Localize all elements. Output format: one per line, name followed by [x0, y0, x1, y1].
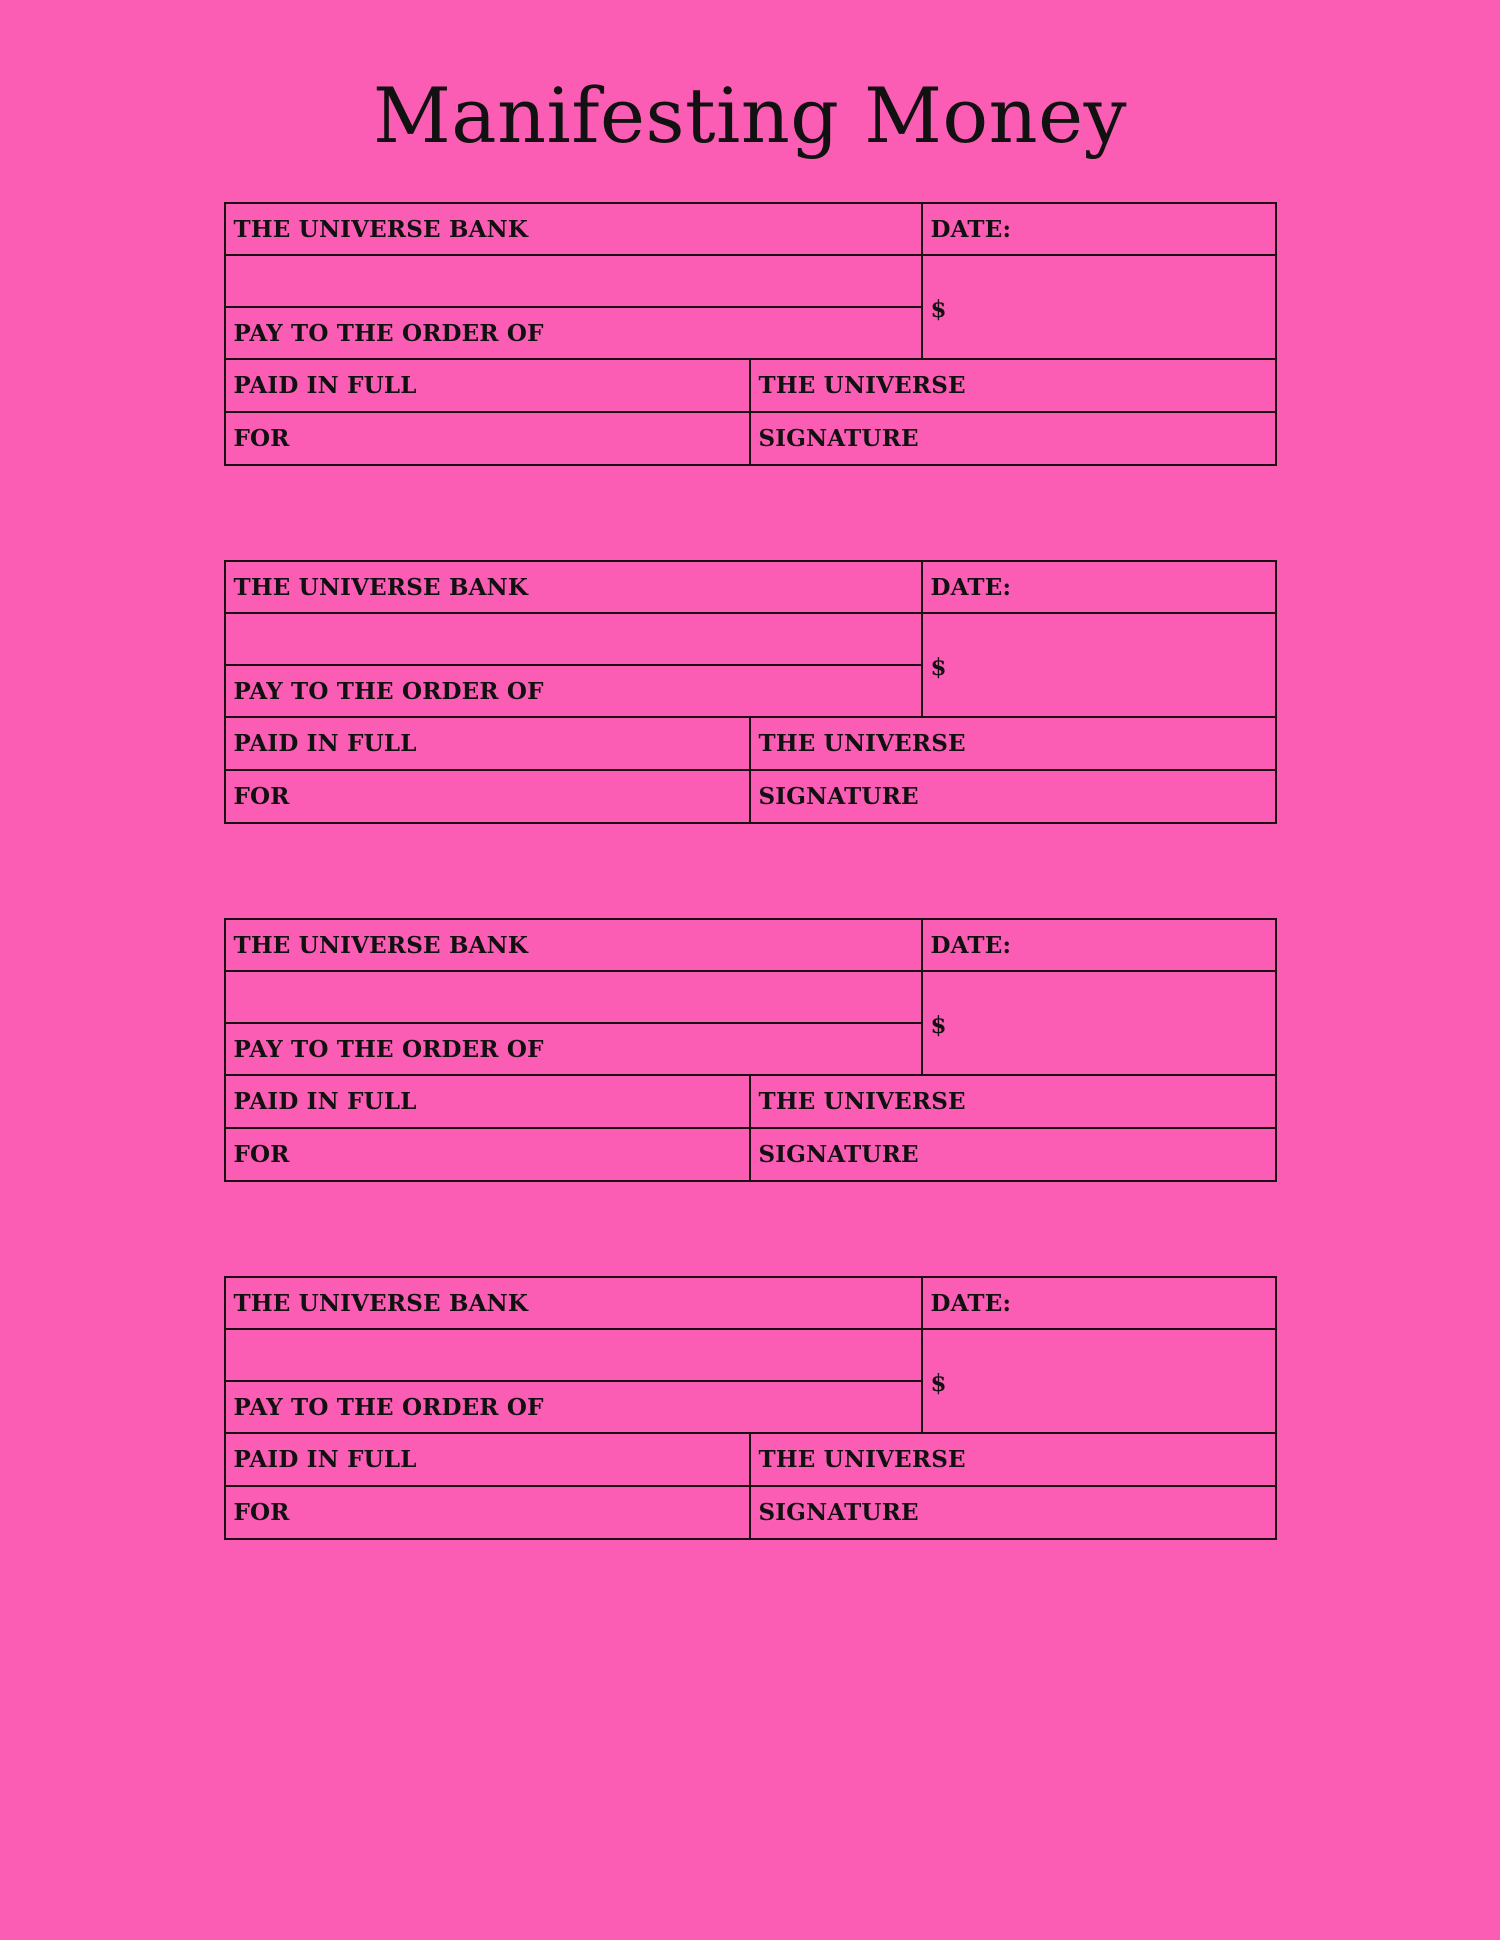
dollar-sign-icon: $: [930, 653, 947, 681]
amount-cell[interactable]: $: [920, 254, 1277, 360]
paid-in-full-label: PAID IN FULL: [223, 1074, 751, 1129]
signature-label: SIGNATURE: [748, 411, 1277, 466]
check-row-blank: $: [223, 970, 1277, 1076]
check-row-bank: THE UNIVERSE BANK DATE:: [223, 560, 1277, 614]
check-row-paid: PAID IN FULL THE UNIVERSE: [223, 1074, 1277, 1129]
for-label: FOR: [223, 1127, 751, 1182]
page-title: Manifesting Money: [372, 71, 1128, 160]
the-universe-label: THE UNIVERSE: [748, 716, 1277, 771]
the-universe-label: THE UNIVERSE: [748, 1074, 1277, 1129]
check-row-payto: PAY TO THE ORDER OF: [223, 664, 1276, 718]
payee-write-line[interactable]: [223, 612, 923, 666]
check-row-paid: PAID IN FULL THE UNIVERSE: [223, 716, 1277, 771]
for-label: FOR: [223, 769, 751, 824]
for-label: FOR: [223, 1485, 751, 1540]
bank-name-cell: THE UNIVERSE BANK: [223, 918, 923, 972]
date-cell[interactable]: DATE:: [920, 918, 1277, 972]
pay-to-the-order-of-label: PAY TO THE ORDER OF: [223, 306, 923, 360]
bank-name-cell: THE UNIVERSE BANK: [223, 560, 923, 614]
check-row-for: FOR SIGNATURE: [223, 411, 1277, 466]
pay-to-the-order-of-label: PAY TO THE ORDER OF: [223, 664, 923, 718]
payee-write-line[interactable]: [223, 1328, 923, 1382]
signature-label: SIGNATURE: [748, 769, 1277, 824]
date-cell[interactable]: DATE:: [920, 202, 1277, 256]
check-list: THE UNIVERSE BANK DATE: $ PAY TO THE ORD…: [0, 202, 1500, 1540]
check-form: THE UNIVERSE BANK DATE: $ PAY TO THE ORD…: [223, 1276, 1277, 1540]
date-cell[interactable]: DATE:: [920, 1276, 1277, 1330]
paid-in-full-label: PAID IN FULL: [223, 358, 751, 413]
check-row-payto: PAY TO THE ORDER OF: [223, 1380, 1276, 1434]
the-universe-label: THE UNIVERSE: [748, 358, 1277, 413]
check-row-blank: $: [223, 254, 1277, 360]
check-row-bank: THE UNIVERSE BANK DATE:: [223, 918, 1277, 972]
check-row-paid: PAID IN FULL THE UNIVERSE: [223, 1432, 1277, 1487]
payee-write-line[interactable]: [223, 254, 923, 308]
amount-cell[interactable]: $: [920, 612, 1277, 718]
paid-in-full-label: PAID IN FULL: [223, 716, 751, 771]
payee-write-line[interactable]: [223, 970, 923, 1024]
paid-in-full-label: PAID IN FULL: [223, 1432, 751, 1487]
the-universe-label: THE UNIVERSE: [748, 1432, 1277, 1487]
check-row-bank: THE UNIVERSE BANK DATE:: [223, 202, 1277, 256]
signature-label: SIGNATURE: [748, 1485, 1277, 1540]
check-row-paid: PAID IN FULL THE UNIVERSE: [223, 358, 1277, 413]
amount-cell[interactable]: $: [920, 970, 1277, 1076]
check-row-for: FOR SIGNATURE: [223, 769, 1277, 824]
dollar-sign-icon: $: [930, 295, 947, 323]
dollar-sign-icon: $: [930, 1011, 947, 1039]
check-row-payto: PAY TO THE ORDER OF: [223, 306, 1276, 360]
check-row-for: FOR SIGNATURE: [223, 1485, 1277, 1540]
pay-to-the-order-of-label: PAY TO THE ORDER OF: [223, 1022, 923, 1076]
check-form: THE UNIVERSE BANK DATE: $ PAY TO THE ORD…: [223, 918, 1277, 1182]
for-label: FOR: [223, 411, 751, 466]
signature-label: SIGNATURE: [748, 1127, 1277, 1182]
check-form: THE UNIVERSE BANK DATE: $ PAY TO THE ORD…: [223, 560, 1277, 824]
check-row-bank: THE UNIVERSE BANK DATE:: [223, 1276, 1277, 1330]
check-row-for: FOR SIGNATURE: [223, 1127, 1277, 1182]
dollar-sign-icon: $: [930, 1369, 947, 1397]
pay-to-the-order-of-label: PAY TO THE ORDER OF: [223, 1380, 923, 1434]
check-row-blank: $: [223, 612, 1277, 718]
check-form: THE UNIVERSE BANK DATE: $ PAY TO THE ORD…: [223, 202, 1277, 466]
bank-name-cell: THE UNIVERSE BANK: [223, 202, 923, 256]
check-row-payto: PAY TO THE ORDER OF: [223, 1022, 1276, 1076]
amount-cell[interactable]: $: [920, 1328, 1277, 1434]
bank-name-cell: THE UNIVERSE BANK: [223, 1276, 923, 1330]
date-cell[interactable]: DATE:: [920, 560, 1277, 614]
check-row-blank: $: [223, 1328, 1277, 1434]
